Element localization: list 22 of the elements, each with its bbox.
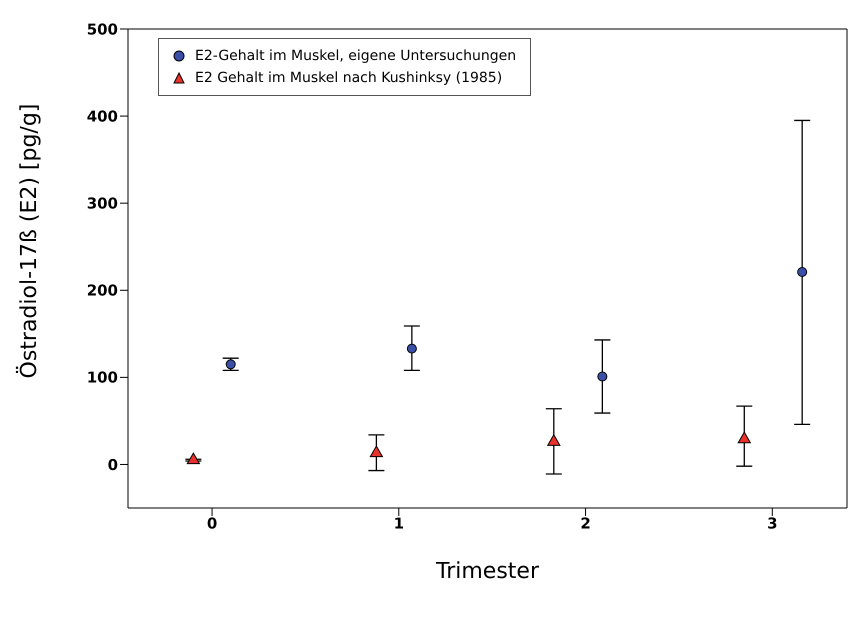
point: [186, 452, 200, 464]
point: [597, 371, 608, 382]
point: [738, 432, 751, 444]
y-tick-label: 200: [86, 282, 118, 300]
y-tick-label: 0: [108, 456, 118, 474]
y-tick-label: 300: [86, 194, 118, 213]
point: [406, 344, 417, 354]
x-tick-label: 1: [394, 514, 404, 533]
point: [547, 434, 560, 446]
legend-label: E2 Gehalt im Muskel nach Kushinksy (1985): [195, 69, 502, 88]
x-tick-label: 3: [767, 514, 778, 533]
point: [797, 266, 808, 277]
x-tick-label: 0: [206, 514, 218, 533]
y-tick-label: 100: [86, 368, 118, 387]
legend-label: E2-Gehalt im Muskel, eigene Untersuchungen: [195, 47, 516, 66]
x-axis-title: Trimester: [435, 559, 540, 584]
point: [226, 359, 236, 370]
y-tick-label: 400: [86, 107, 118, 126]
point: [370, 446, 383, 458]
y-axis-title: Östradiol-17ß (E2) [pg/g]: [14, 104, 42, 378]
y-tick-label: 500: [86, 20, 118, 38]
x-tick-label: 2: [580, 514, 591, 533]
